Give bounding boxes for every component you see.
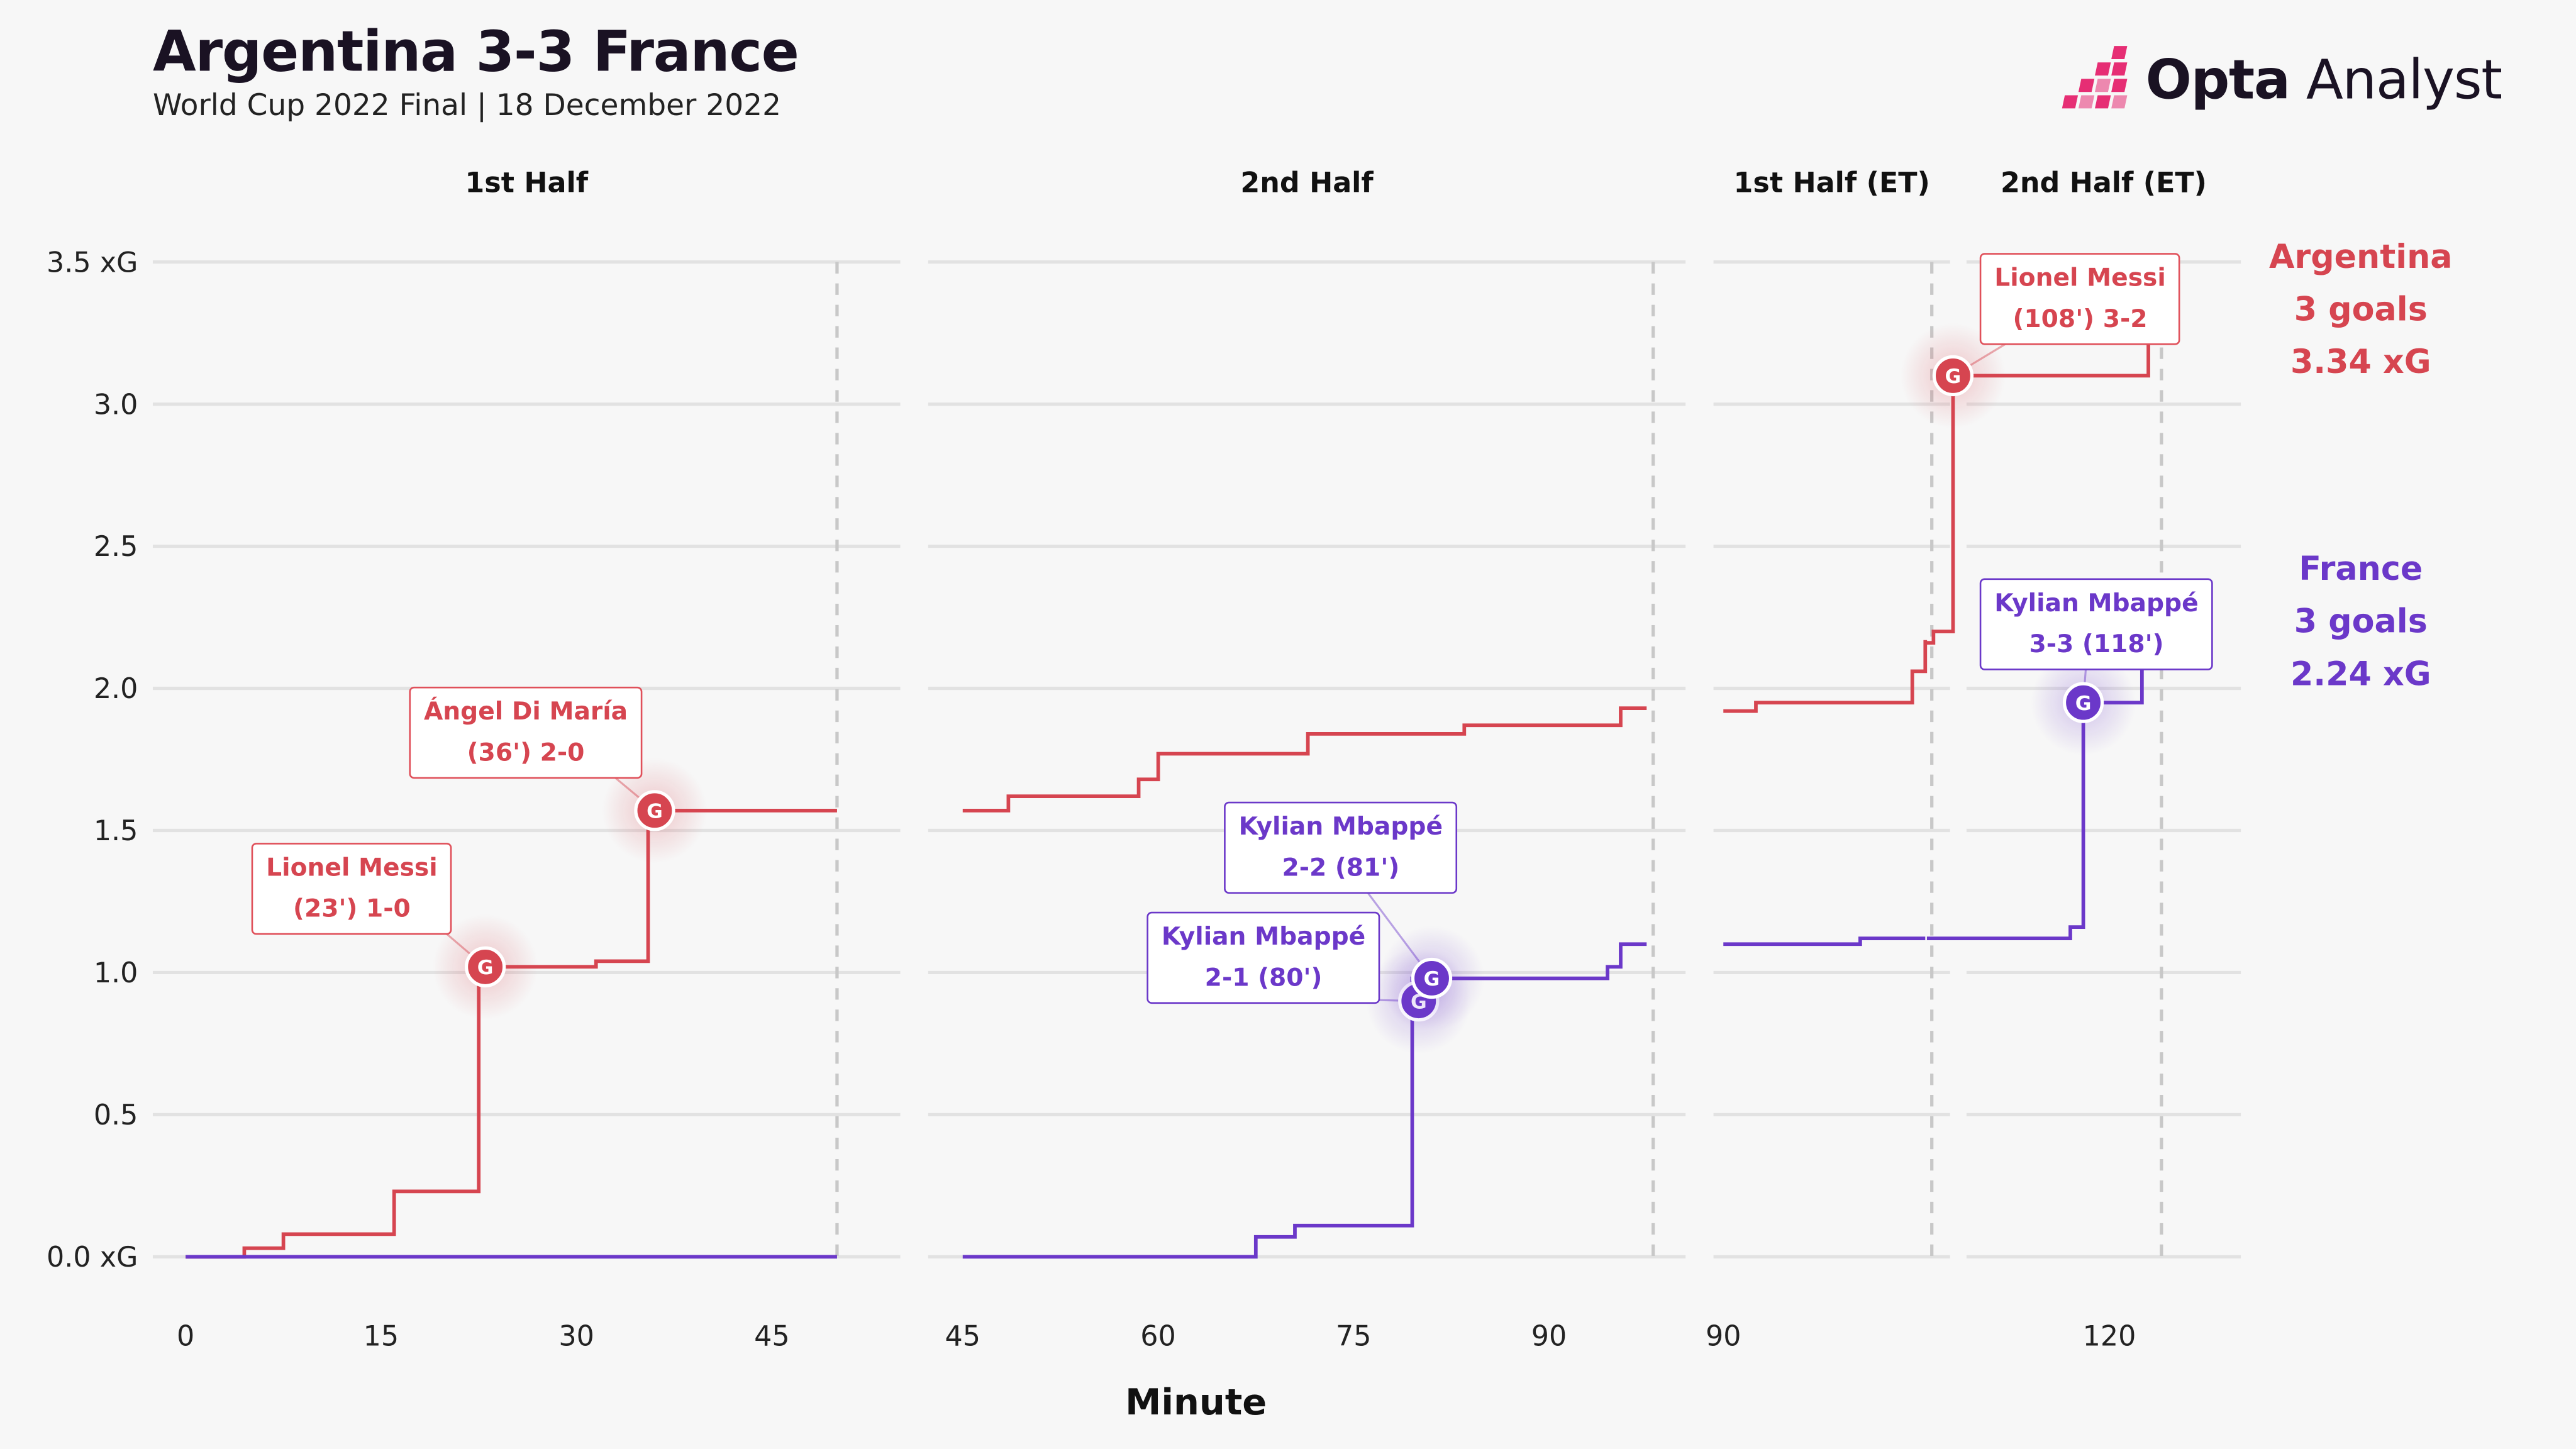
logo-text: Opta Analyst	[2145, 47, 2503, 111]
annotation-detail: 2-2 (81')	[1282, 852, 1400, 882]
logo-text-bold: Opta	[2145, 47, 2290, 111]
annotation-detail: (23') 1-0	[293, 894, 411, 924]
annotation-player: Kylian Mbappé	[1238, 811, 1443, 841]
logo-text-light: Analyst	[2289, 47, 2502, 111]
goal-annotation-mbappe-118: Kylian Mbappé 3-3 (118')	[1979, 578, 2214, 670]
period-label: 2nd Half	[1240, 167, 1374, 199]
series-line-argentina	[962, 706, 1647, 813]
x-tick-label: 30	[558, 1320, 594, 1352]
goal-marker-label: G	[1424, 968, 1440, 991]
goal-annotation-mbappe-80: Kylian Mbappé 2-1 (80')	[1146, 911, 1380, 1004]
goal-marker-label: G	[647, 801, 663, 823]
goal-annotation-messi-108: Lionel Messi (108') 3-2	[1979, 253, 2181, 345]
period-label: 1st Half (ET)	[1734, 167, 1930, 199]
series-line-argentina	[1723, 640, 1928, 713]
goal-marker	[2062, 682, 2104, 723]
argentina-summary: Argentina 3 goals 3.34 xG	[2213, 230, 2509, 388]
goal-marker	[634, 790, 675, 831]
goal-marker-label: G	[2075, 692, 2092, 715]
y-tick-label: 2.5	[94, 531, 138, 563]
argentina-xg: 3.34 xG	[2290, 341, 2431, 382]
annotation-player: Kylian Mbappé	[1994, 588, 2199, 618]
annotation-detail: (36') 2-0	[467, 737, 585, 767]
goal-annotation-messi-23: Lionel Messi (23') 1-0	[251, 843, 453, 935]
annotation-detail: 2-1 (80')	[1204, 962, 1323, 992]
y-tick-label: 3.5 xG	[47, 247, 138, 279]
france-goals: 3 goals	[2294, 601, 2428, 641]
x-tick-label: 0	[177, 1320, 194, 1352]
series-line-france	[1723, 936, 1926, 947]
x-tick-label: 60	[1140, 1320, 1176, 1352]
y-tick-label: 1.5	[94, 815, 138, 847]
france-name: France	[2299, 548, 2423, 589]
chart-title: Argentina 3-3 France	[152, 19, 799, 86]
x-tick-label: 45	[754, 1320, 790, 1352]
france-xg: 2.24 xG	[2290, 653, 2431, 694]
goal-marker-label: G	[1945, 365, 1962, 388]
chart-subtitle: World Cup 2022 Final | 18 December 2022	[152, 89, 782, 123]
goal-annotation-di-maria-36: Ángel Di María (36') 2-0	[409, 686, 643, 779]
france-summary: France 3 goals 2.24 xG	[2213, 542, 2509, 700]
series-line-argentina	[186, 809, 837, 1259]
x-tick-label: 15	[364, 1320, 399, 1352]
annotation-player: Kylian Mbappé	[1161, 921, 1366, 952]
goal-marker	[1411, 957, 1453, 999]
y-tick-label: 1.0	[94, 957, 138, 989]
annotation-player: Ángel Di María	[423, 696, 628, 726]
annotation-player: Lionel Messi	[1994, 262, 2166, 292]
x-tick-label: 120	[2083, 1320, 2136, 1352]
y-tick-label: 0.0 xG	[47, 1241, 138, 1274]
goal-annotation-mbappe-81: Kylian Mbappé 2-2 (81')	[1224, 801, 1458, 894]
period-label: 1st Half	[465, 167, 588, 199]
period-label: 2nd Half (ET)	[2001, 167, 2207, 199]
argentina-goals: 3 goals	[2294, 289, 2428, 329]
annotation-player: Lionel Messi	[266, 852, 438, 882]
x-tick-label: 75	[1336, 1320, 1372, 1352]
annotation-detail: (108') 3-2	[2012, 304, 2148, 334]
y-tick-label: 0.5	[94, 1099, 138, 1131]
x-tick-label: 90	[1706, 1320, 1741, 1352]
x-tick-label: 90	[1531, 1320, 1567, 1352]
y-tick-label: 2.0	[94, 673, 138, 705]
goal-marker-label: G	[477, 957, 494, 979]
opta-analyst-logo: Opta Analyst	[2057, 43, 2502, 115]
y-tick-label: 3.0	[94, 389, 138, 421]
goal-marker	[464, 946, 506, 988]
annotation-detail: 3-3 (118')	[2029, 629, 2164, 659]
x-tick-label: 45	[945, 1320, 981, 1352]
goal-marker	[1932, 355, 1974, 397]
argentina-name: Argentina	[2269, 236, 2453, 276]
x-axis-label: Minute	[1125, 1381, 1267, 1423]
series-line-france	[962, 942, 1647, 1259]
